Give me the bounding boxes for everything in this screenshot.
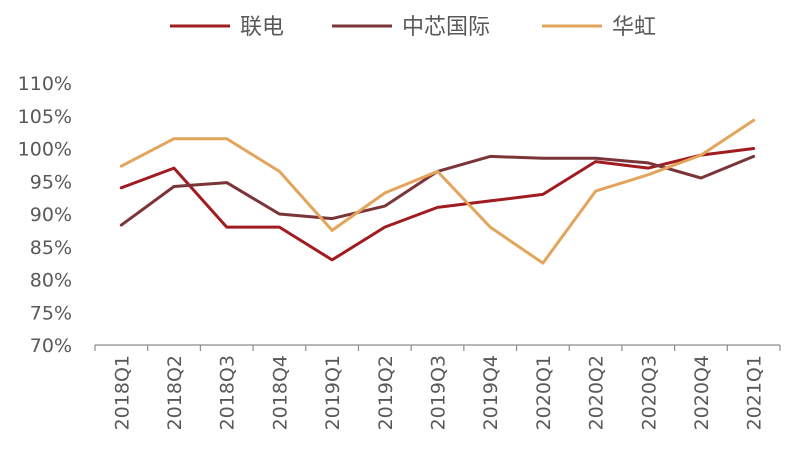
y-tick-label: 90% [30, 204, 72, 226]
legend-label: 中芯国际 [402, 15, 490, 40]
x-axis: 2018Q1 2018Q2 2018Q3 2018Q4 2019Q1 2019Q2 2019… [94, 344, 781, 430]
x-tick-label: 2020Q4 [691, 355, 713, 430]
y-tick-label: 70% [30, 335, 72, 357]
legend-label: 联电 [240, 15, 284, 40]
y-tick-label: 95% [30, 171, 72, 193]
x-tick-label: 2018Q1 [111, 355, 133, 430]
x-tick-label: 2020Q1 [533, 355, 555, 430]
series-lines [119, 118, 756, 265]
series-line-2 [119, 118, 756, 265]
y-axis: 70% 75% 80% 85% 90% 95% 100% 105% 110% [18, 73, 72, 357]
x-tick-label: 2019Q2 [375, 355, 397, 430]
y-tick-label: 105% [18, 106, 72, 128]
x-tick-label: 2019Q1 [322, 355, 344, 430]
x-tick-label: 2021Q1 [744, 355, 766, 430]
y-tick-label: 85% [30, 237, 72, 259]
y-tick-label: 110% [18, 73, 72, 95]
x-tick-label: 2018Q3 [217, 355, 239, 430]
x-tick-label: 2019Q4 [480, 355, 502, 430]
x-tick-label: 2018Q2 [164, 355, 186, 430]
legend: 联电 中芯国际 华虹 [170, 15, 656, 40]
x-tick-label: 2020Q2 [586, 355, 608, 430]
legend-label: 华虹 [612, 15, 656, 40]
y-tick-label: 80% [30, 270, 72, 292]
x-tick-label: 2018Q4 [269, 355, 291, 430]
y-tick-label: 100% [18, 139, 72, 161]
x-tick-label: 2019Q3 [428, 355, 450, 430]
y-tick-label: 75% [30, 302, 72, 324]
x-tick-label: 2020Q3 [638, 355, 660, 430]
